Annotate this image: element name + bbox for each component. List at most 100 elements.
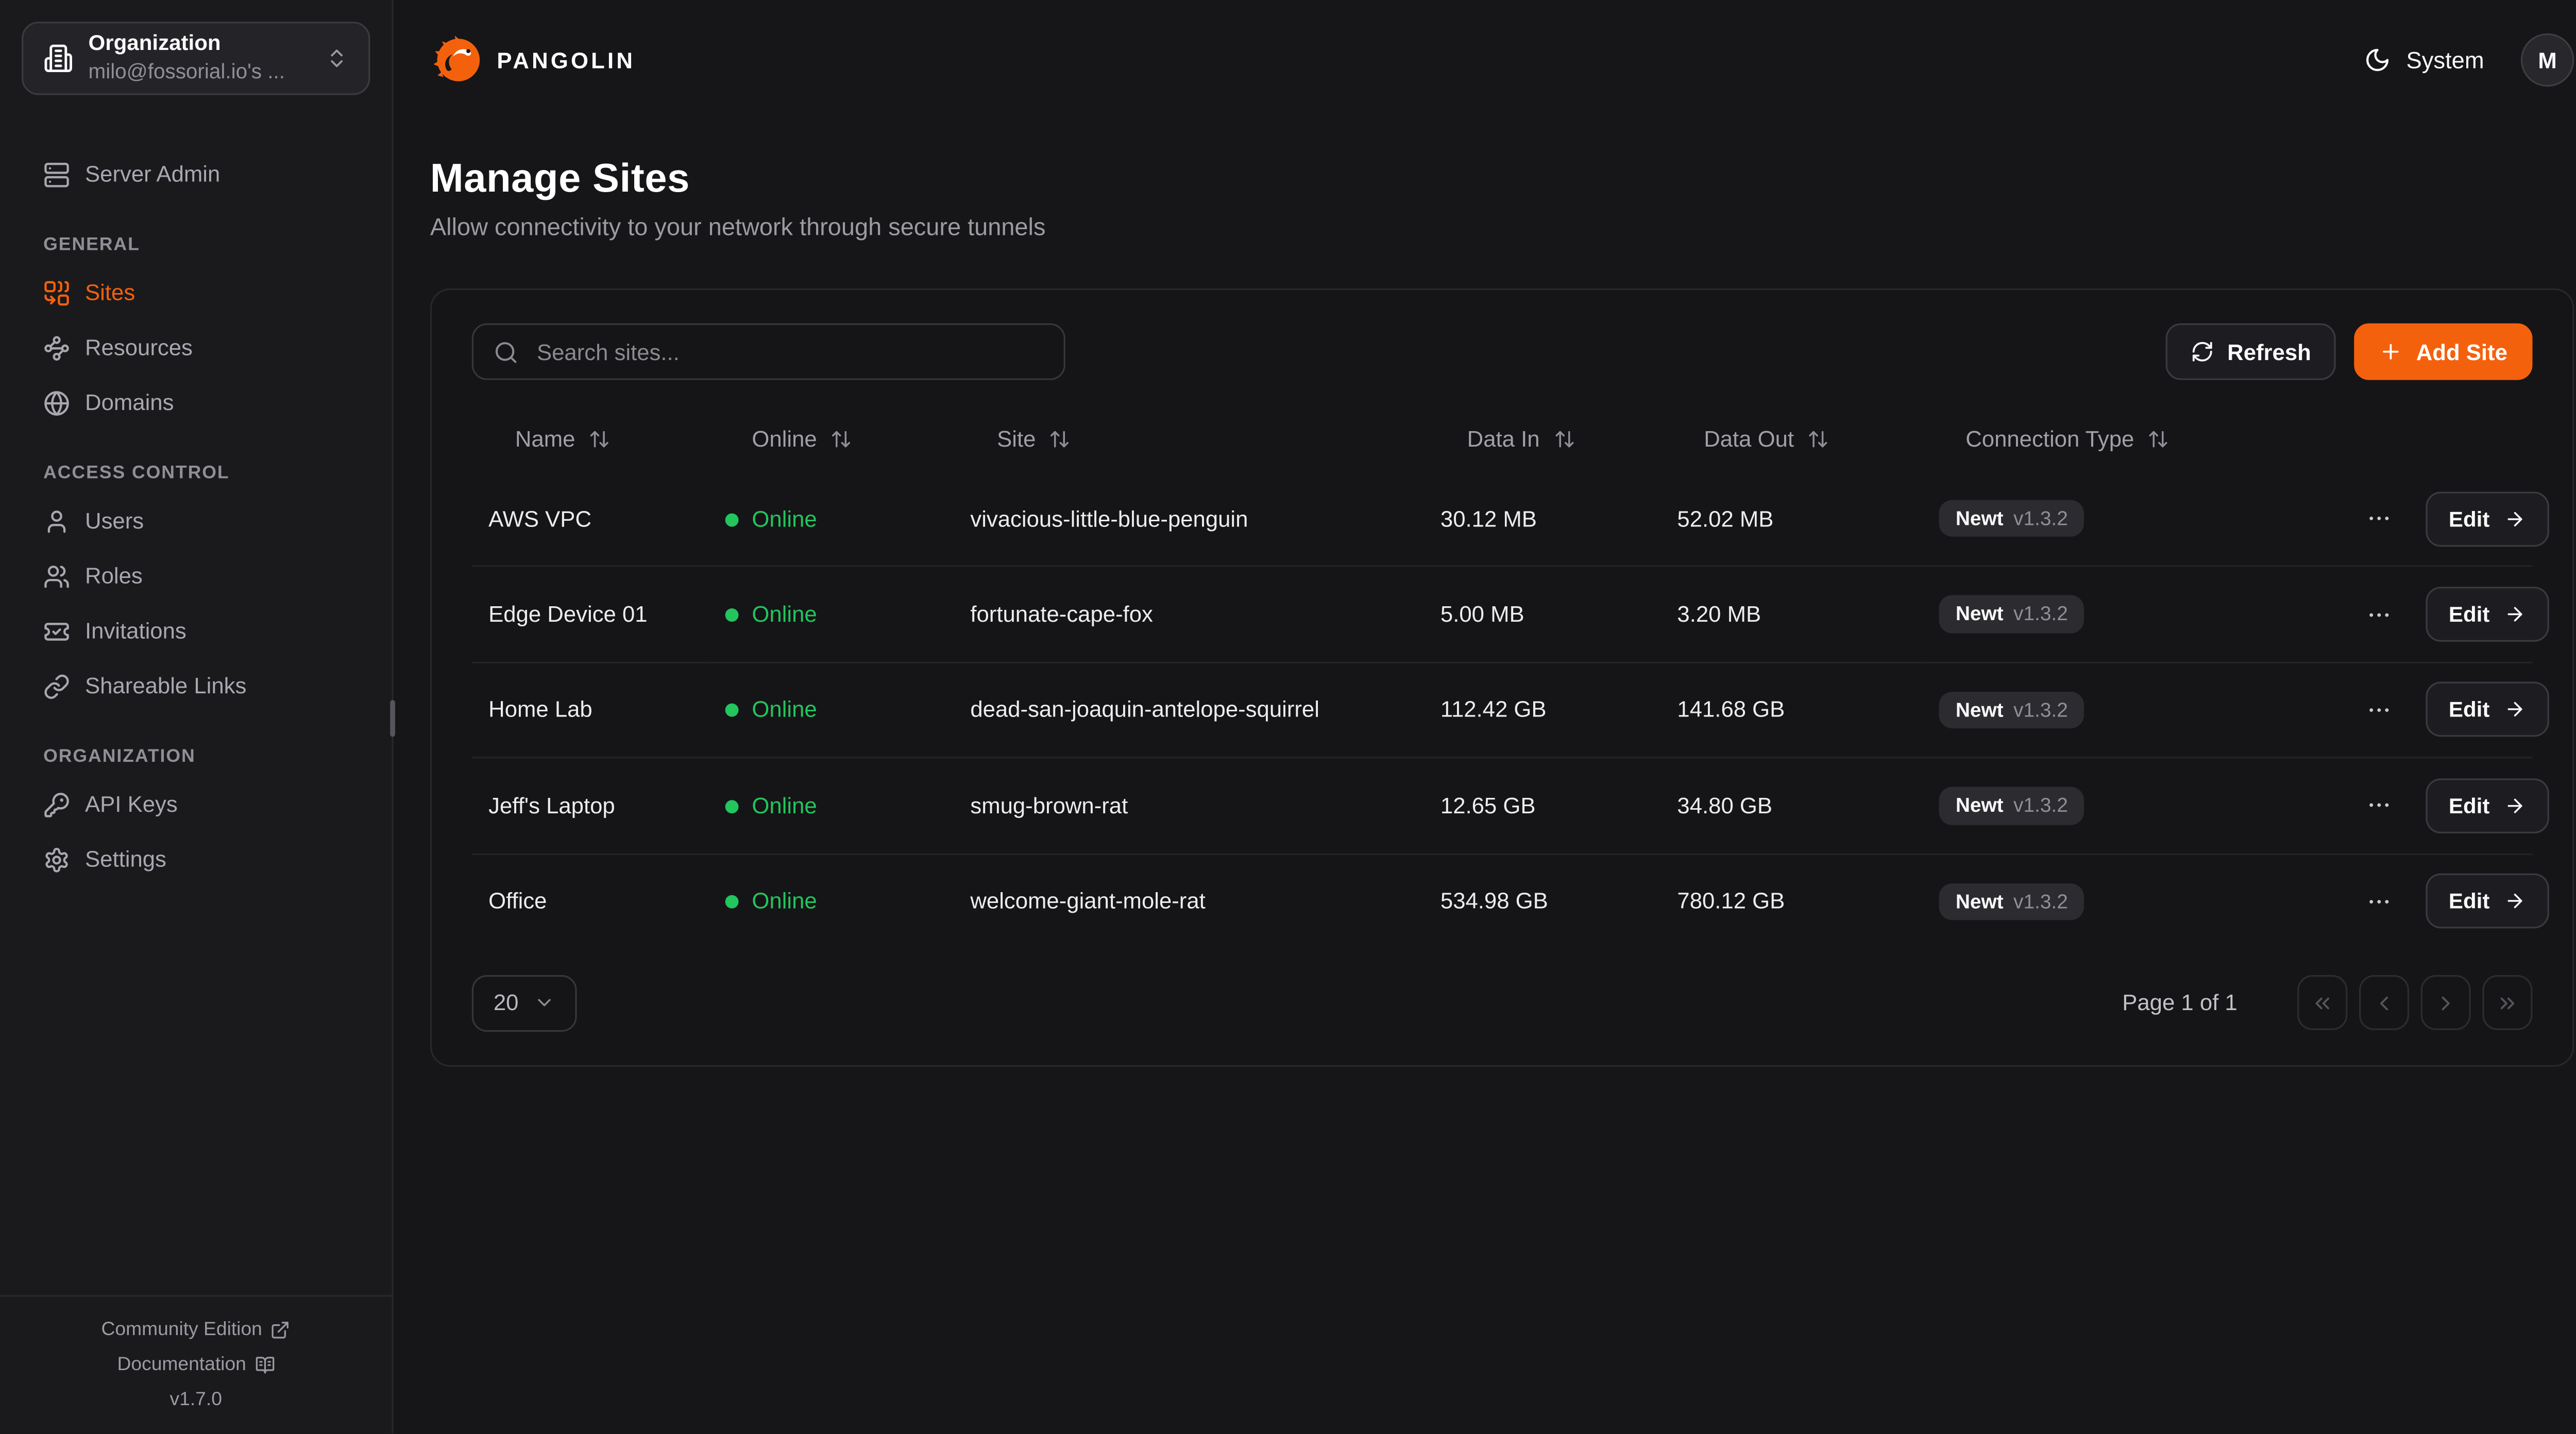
cell-data-in: 112.42 GB — [1423, 661, 1661, 758]
nav-section-label: ORGANIZATION — [43, 746, 196, 767]
last-page-button[interactable] — [2482, 976, 2533, 1031]
online-status-dot — [725, 799, 739, 813]
arrow-right-icon — [2505, 795, 2527, 816]
table-header-row: Name Online Site Data In Data Out Connection … — [472, 407, 2533, 472]
row-menu-button[interactable] — [2359, 881, 2399, 921]
moon-icon — [2365, 47, 2392, 74]
prev-page-button[interactable] — [2359, 976, 2410, 1031]
sidebar-item-roles[interactable]: Roles — [43, 549, 365, 604]
column-header-connection-type[interactable]: Connection Type — [1922, 407, 2342, 472]
cell-name: Office — [471, 852, 709, 949]
cell-name: Home Lab — [471, 661, 709, 758]
sidebar-item-server-admin[interactable]: Server Admin — [43, 147, 365, 202]
user-avatar[interactable]: M — [2520, 33, 2574, 87]
arrow-up-down-icon — [831, 429, 852, 450]
online-status-dot — [725, 513, 739, 526]
table-row: Jeff's Laptop Online smug-brown-rat 12.6… — [471, 757, 2550, 854]
topbar: PANGOLIN System M — [394, 0, 2576, 120]
sidebar-item-shareable-links[interactable]: Shareable Links — [43, 658, 365, 713]
sidebar-item-invitations[interactable]: Invitations — [43, 603, 365, 658]
page-info: Page 1 of 1 — [2122, 991, 2238, 1016]
org-selector[interactable]: Organization milo@fossorial.io's ... — [22, 22, 370, 95]
arrow-up-down-icon — [1049, 429, 1071, 450]
chevrons-up-down-icon — [325, 47, 348, 70]
cell-connection-type: Newt v1.3.2 — [1922, 472, 2342, 567]
pangolin-logo-icon — [433, 35, 483, 85]
chevron-left-icon — [2372, 992, 2396, 1015]
arrow-up-down-icon — [588, 429, 610, 450]
next-page-button[interactable] — [2420, 976, 2471, 1031]
sidebar-item-sites[interactable]: Sites — [43, 265, 365, 320]
ellipsis-icon — [2366, 601, 2393, 628]
building-icon — [43, 43, 73, 73]
row-menu-button[interactable] — [2359, 690, 2399, 730]
refresh-button[interactable]: Refresh — [2165, 323, 2336, 380]
version-label: v1.7.0 — [170, 1390, 222, 1410]
edit-button[interactable]: Edit — [2425, 587, 2550, 642]
arrow-up-down-icon — [2147, 429, 2169, 450]
search-box[interactable] — [471, 323, 1065, 380]
cell-online: Online — [708, 566, 954, 662]
column-header-name[interactable]: Name — [472, 407, 709, 472]
sidebar-item-users[interactable]: Users — [43, 493, 365, 549]
edit-button[interactable]: Edit — [2425, 491, 2550, 547]
theme-toggle[interactable]: System — [2365, 47, 2484, 74]
sidebar-item-resources[interactable]: Resources — [43, 320, 365, 375]
first-page-button[interactable] — [2297, 976, 2348, 1031]
card-toolbar: Refresh Add Site — [432, 290, 2572, 407]
cell-name: AWS VPC — [488, 506, 592, 532]
cell-site: dead-san-joaquin-antelope-squirrel — [953, 661, 1424, 758]
search-input[interactable] — [533, 337, 1044, 366]
combine-icon — [43, 279, 70, 306]
nav-sections: GENERAL Sites Resources Domains ACCESS C… — [43, 235, 365, 886]
cell-site: vivacious-little-blue-penguin — [970, 506, 1248, 532]
globe-icon — [43, 389, 70, 416]
cell-site: fortunate-cape-fox — [953, 566, 1424, 662]
cell-actions: Edit — [2343, 472, 2550, 567]
edit-button[interactable]: Edit — [2425, 874, 2550, 929]
row-menu-button[interactable] — [2359, 786, 2399, 826]
arrow-right-icon — [2505, 699, 2527, 721]
cell-data-out: 52.02 MB — [1677, 506, 1774, 532]
add-site-button[interactable]: Add Site — [2354, 323, 2533, 380]
sidebar-item-api-keys[interactable]: API Keys — [43, 777, 365, 832]
cell-actions: Edit — [2342, 661, 2550, 758]
connection-type-badge: Newt v1.3.2 — [1939, 595, 2085, 633]
arrow-up-down-icon — [1553, 429, 1574, 450]
ellipsis-icon — [2366, 697, 2393, 724]
column-header-data-in[interactable]: Data In — [1424, 407, 1661, 472]
connection-type-badge: Newt v1.3.2 — [1939, 691, 2085, 729]
cell-connection-type: Newt v1.3.2 — [1922, 566, 2343, 662]
user-icon — [43, 507, 70, 534]
sidebar: Organization milo@fossorial.io's ... Ser… — [0, 0, 394, 1433]
cell-data-out: 34.80 GB — [1660, 757, 1923, 854]
table-row: AWS VPC Online vivacious-little-blue-pen… — [472, 472, 2550, 567]
sidebar-item-domains[interactable]: Domains — [43, 375, 365, 430]
page-size-select[interactable]: 20 — [471, 975, 577, 1032]
sidebar-item-settings[interactable]: Settings — [43, 832, 365, 887]
table-row: Home Lab Online dead-san-joaquin-antelop… — [471, 661, 2550, 758]
edit-button[interactable]: Edit — [2425, 778, 2550, 833]
page-content: Manage Sites Allow connectivity to your … — [394, 120, 2576, 1067]
sidebar-resize-handle[interactable] — [390, 700, 395, 737]
ticket-check-icon — [43, 618, 70, 644]
row-menu-button[interactable] — [2359, 594, 2399, 635]
column-header-online[interactable]: Online — [708, 407, 954, 472]
link-icon — [43, 673, 70, 699]
nav-section-label: GENERAL — [43, 235, 140, 255]
sites-table-wrap: Name Online Site Data In Data Out Connection … — [432, 407, 2572, 949]
page-title: Manage Sites — [430, 157, 690, 202]
chevrons-left-icon — [2311, 992, 2334, 1015]
community-edition-link[interactable]: Community Edition — [101, 1320, 291, 1340]
arrow-right-icon — [2505, 891, 2527, 912]
cell-data-in: 534.98 GB — [1423, 852, 1661, 949]
column-header-site[interactable]: Site — [954, 407, 1424, 472]
column-header-data-out[interactable]: Data Out — [1660, 407, 1922, 472]
connection-type-badge: Newt v1.3.2 — [1939, 500, 2085, 538]
cell-connection-type: Newt v1.3.2 — [1922, 757, 2343, 854]
documentation-link[interactable]: Documentation — [117, 1355, 275, 1375]
row-menu-button[interactable] — [2359, 499, 2399, 539]
cell-name: Jeff's Laptop — [471, 757, 709, 854]
edit-button[interactable]: Edit — [2425, 682, 2550, 738]
